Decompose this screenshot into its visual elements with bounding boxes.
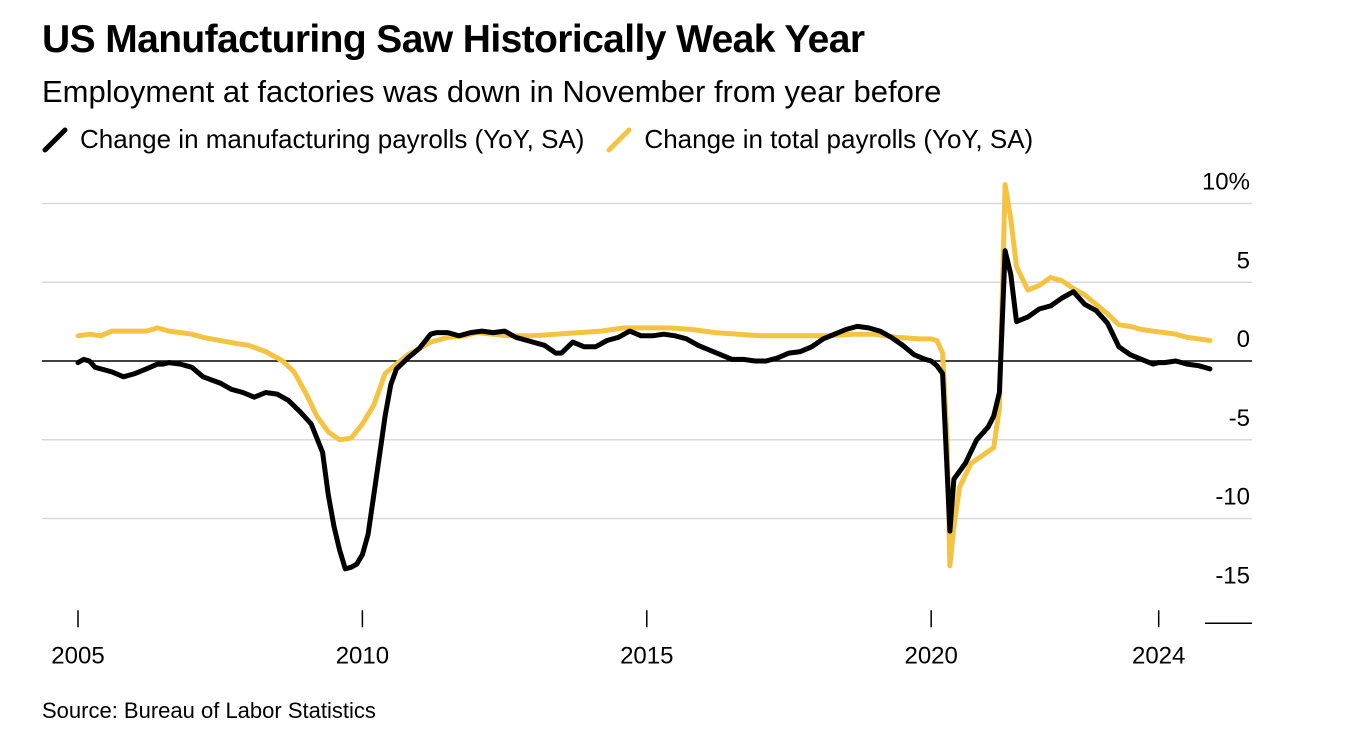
series-line-total: [75, 182, 1213, 569]
legend-item-manufacturing: Change in manufacturing payrolls (YoY, S…: [42, 124, 584, 155]
chart-subtitle: Employment at factories was down in Nove…: [42, 74, 942, 109]
y-tick-label: -5: [1229, 405, 1250, 432]
x-tick-label: 2005: [51, 642, 104, 669]
y-tick-label: -15: [1215, 562, 1250, 589]
legend: Change in manufacturing payrolls (YoY, S…: [42, 124, 1055, 155]
source-note: Source: Bureau of Labor Statistics: [42, 698, 376, 723]
gridlines: [42, 202, 1252, 520]
series-line-manufacturing: [75, 248, 1213, 572]
legend-swatch-manufacturing: [42, 127, 68, 152]
series-lines: [75, 182, 1213, 572]
x-tick-label: 2020: [904, 642, 957, 669]
y-tick-label: 0: [1237, 326, 1250, 353]
y-tick-label: 10%: [1202, 169, 1250, 196]
legend-item-total: Change in total payrolls (YoY, SA): [606, 124, 1033, 155]
x-tick-label: 2010: [336, 642, 389, 669]
y-tick-label: 5: [1237, 247, 1250, 274]
y-tick-label: -10: [1215, 484, 1250, 511]
legend-label-total: Change in total payrolls (YoY, SA): [644, 124, 1034, 154]
x-tick-label: 2015: [620, 642, 673, 669]
legend-label-manufacturing: Change in manufacturing payrolls (YoY, S…: [80, 124, 585, 154]
x-tick-label: 2024: [1132, 642, 1185, 669]
chart-title: US Manufacturing Saw Historically Weak Y…: [42, 18, 865, 61]
axes: 10% 5 0 -5 -10 -15 2005 2010 2015 2020 2024: [51, 169, 1252, 669]
legend-swatch-total: [606, 127, 632, 152]
